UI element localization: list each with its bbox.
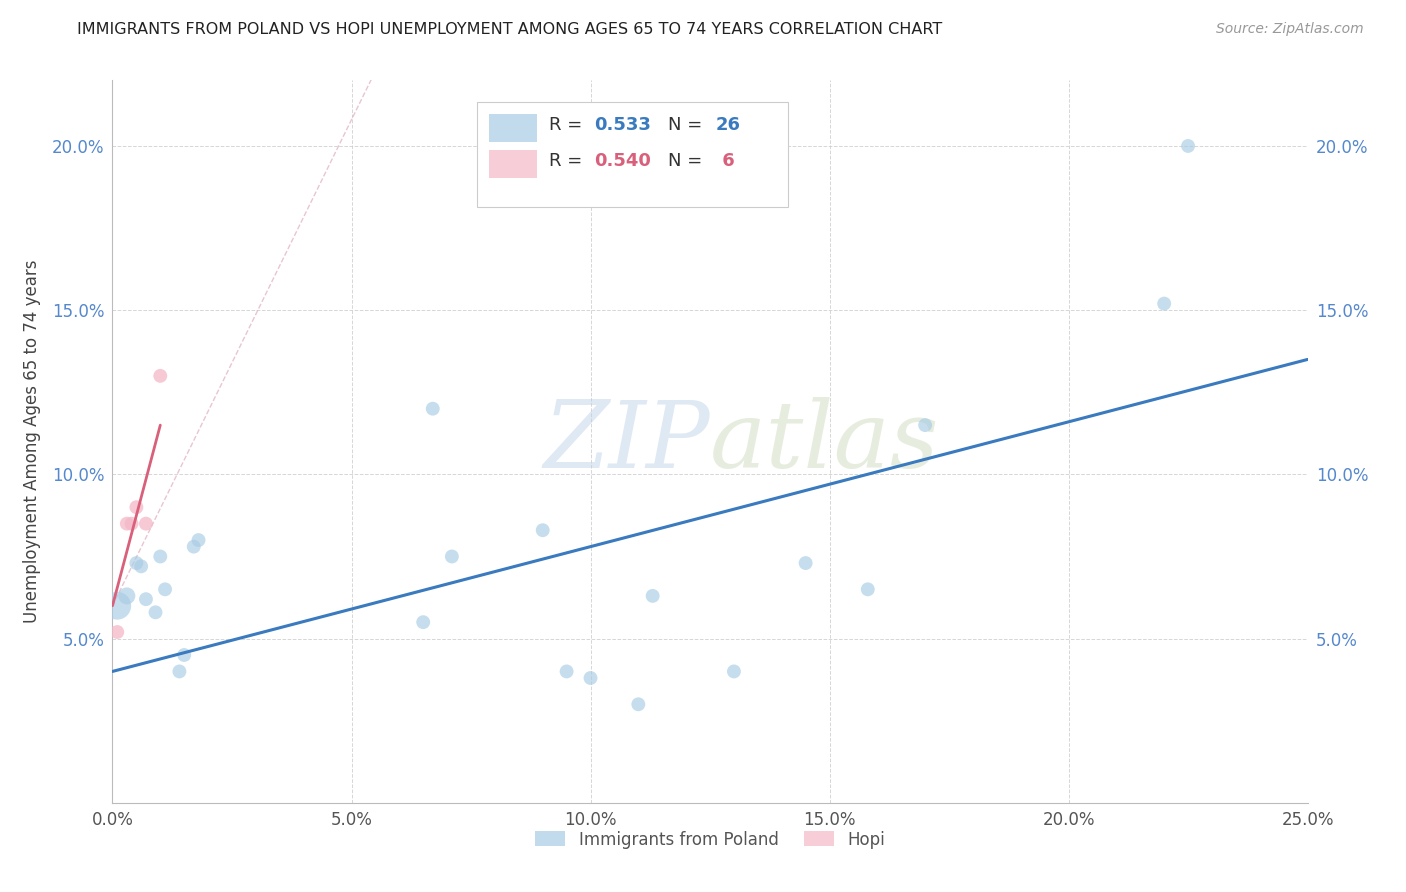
Point: [129, 559, 152, 574]
Text: 0.540: 0.540: [595, 153, 651, 170]
Text: 6: 6: [716, 153, 735, 170]
Text: R =: R =: [548, 116, 588, 134]
Point: [1177, 139, 1199, 153]
FancyBboxPatch shape: [489, 151, 537, 178]
Point: [105, 599, 128, 613]
Text: R =: R =: [548, 153, 588, 170]
Point: [641, 589, 664, 603]
Point: [422, 401, 444, 416]
Point: [125, 556, 148, 570]
Y-axis label: Unemployment Among Ages 65 to 74 years: Unemployment Among Ages 65 to 74 years: [22, 260, 41, 624]
Text: 26: 26: [716, 116, 741, 134]
Text: IMMIGRANTS FROM POLAND VS HOPI UNEMPLOYMENT AMONG AGES 65 TO 74 YEARS CORRELATIO: IMMIGRANTS FROM POLAND VS HOPI UNEMPLOYM…: [77, 22, 942, 37]
Point: [149, 549, 172, 564]
Point: [135, 516, 157, 531]
Point: [115, 589, 138, 603]
Point: [531, 523, 554, 537]
Text: atlas: atlas: [710, 397, 939, 486]
Point: [173, 648, 195, 662]
Point: [440, 549, 463, 564]
Point: [627, 698, 650, 712]
Point: [153, 582, 176, 597]
Legend: Immigrants from Poland, Hopi: Immigrants from Poland, Hopi: [536, 830, 884, 848]
Point: [555, 665, 578, 679]
FancyBboxPatch shape: [477, 102, 787, 207]
Text: N =: N =: [668, 153, 709, 170]
Point: [105, 625, 128, 640]
Point: [149, 368, 172, 383]
Point: [145, 605, 167, 619]
FancyBboxPatch shape: [489, 114, 537, 142]
Point: [115, 516, 138, 531]
Point: [187, 533, 209, 547]
Point: [794, 556, 817, 570]
Point: [914, 418, 936, 433]
Point: [135, 592, 157, 607]
Point: [412, 615, 434, 630]
Text: N =: N =: [668, 116, 709, 134]
Point: [723, 665, 745, 679]
Point: [183, 540, 205, 554]
Point: [125, 500, 148, 515]
Point: [169, 665, 191, 679]
Text: ZIP: ZIP: [543, 397, 710, 486]
Point: [856, 582, 879, 597]
Text: Source: ZipAtlas.com: Source: ZipAtlas.com: [1216, 22, 1364, 37]
Point: [579, 671, 602, 685]
Point: [121, 516, 143, 531]
Point: [1153, 296, 1175, 310]
Text: 0.533: 0.533: [595, 116, 651, 134]
